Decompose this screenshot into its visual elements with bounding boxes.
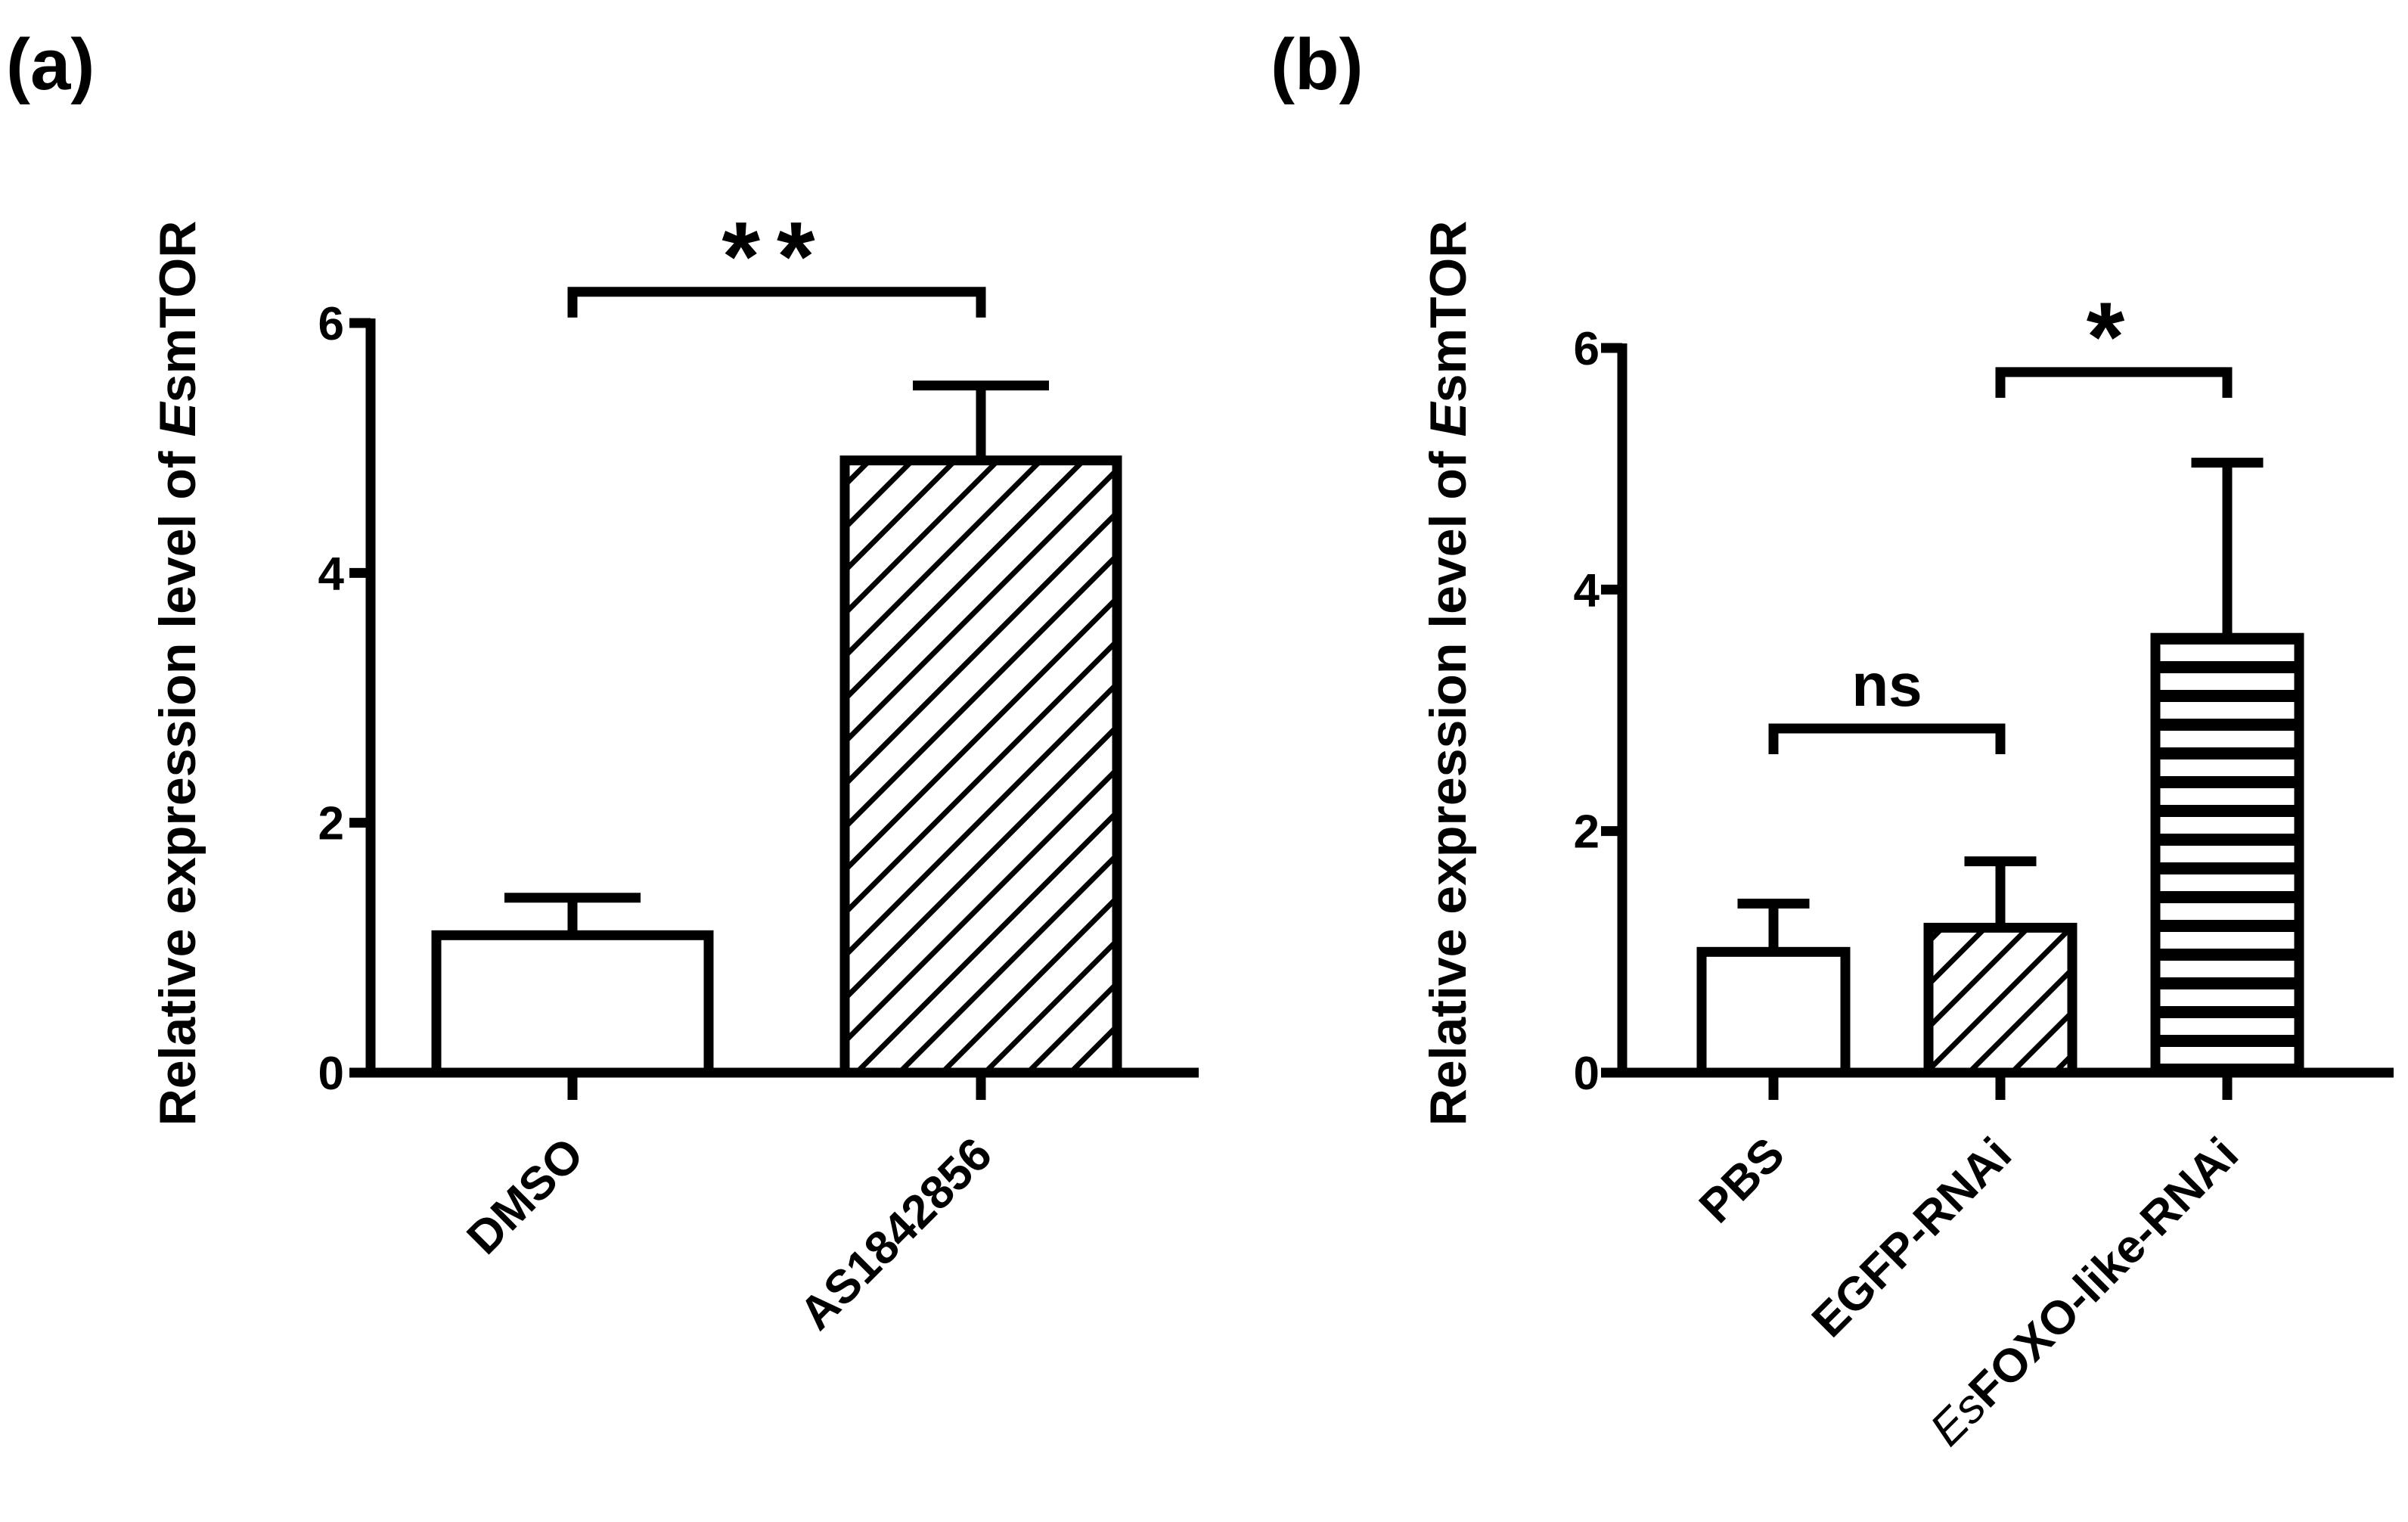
- category-label-b-0: PBS: [1690, 1128, 1795, 1233]
- bar-b-0: [1696, 946, 1851, 1078]
- y-tick-label-a-0: 0: [318, 1048, 344, 1100]
- y-axis-label-gene-rest-a: smTOR: [149, 221, 206, 403]
- category-label-text-a-0: DMSO: [458, 1128, 594, 1264]
- y-axis-label-text-a: Relative expression level of: [149, 437, 206, 1126]
- y-axis-label-a: Relative expression level of EsmTOR: [149, 221, 206, 1126]
- y-axis-label-gene-italic-a: E: [149, 401, 206, 437]
- bar-b-1: [1923, 922, 2078, 1078]
- y-axis-label-text-b: Relative expression level of: [1420, 437, 1477, 1126]
- bar-a-0: [431, 930, 714, 1078]
- plot-a: 0 2 4 6 DMSO AS1842856 **: [318, 201, 1199, 1340]
- category-label-a-0: DMSO: [458, 1128, 594, 1264]
- category-label-text-b-0: PBS: [1690, 1128, 1795, 1233]
- significance-bracket-b-0: [1768, 723, 2006, 754]
- category-label-b-1: EGFP-RNAi: [1802, 1128, 2022, 1347]
- y-tick-label-b-6: 6: [1574, 323, 1600, 375]
- panel-b: (b) Relative expression level of EsmTOR …: [1271, 24, 2394, 1456]
- y-tick-label-b-4: 4: [1574, 564, 1600, 617]
- bar-a-1: [839, 455, 1122, 1078]
- y-tick-label-b-0: 0: [1574, 1048, 1600, 1100]
- y-axis-label-gene-rest-b: smTOR: [1420, 221, 1477, 403]
- significance-label-b-1: *: [2087, 281, 2142, 392]
- category-label-text-a-1: AS1842856: [790, 1128, 1002, 1340]
- bar-b-2: [2150, 632, 2304, 1078]
- y-axis-label-gene-italic-b: E: [1420, 401, 1477, 437]
- y-axis-label-b: Relative expression level of EsmTOR: [1420, 221, 1477, 1126]
- significance-bracket-b-1: [1995, 367, 2233, 398]
- y-tick-label-a-2: 2: [318, 798, 344, 850]
- significance-label-b-0: ns: [1851, 651, 1922, 719]
- panel-label-a: (a): [6, 24, 95, 105]
- significance-label-a-0: **: [721, 201, 831, 312]
- category-label-text-b-1: EGFP-RNAi: [1802, 1128, 2022, 1347]
- panel-a: (a) Relative expression level of EsmTOR …: [6, 24, 1199, 1340]
- category-label-a-1: AS1842856: [790, 1128, 1002, 1340]
- y-tick-label-b-2: 2: [1574, 806, 1600, 859]
- panel-label-b: (b): [1271, 24, 1364, 105]
- y-tick-label-a-6: 6: [318, 298, 344, 350]
- significance-bracket-a-0: [567, 287, 986, 318]
- y-tick-label-a-4: 4: [318, 548, 345, 600]
